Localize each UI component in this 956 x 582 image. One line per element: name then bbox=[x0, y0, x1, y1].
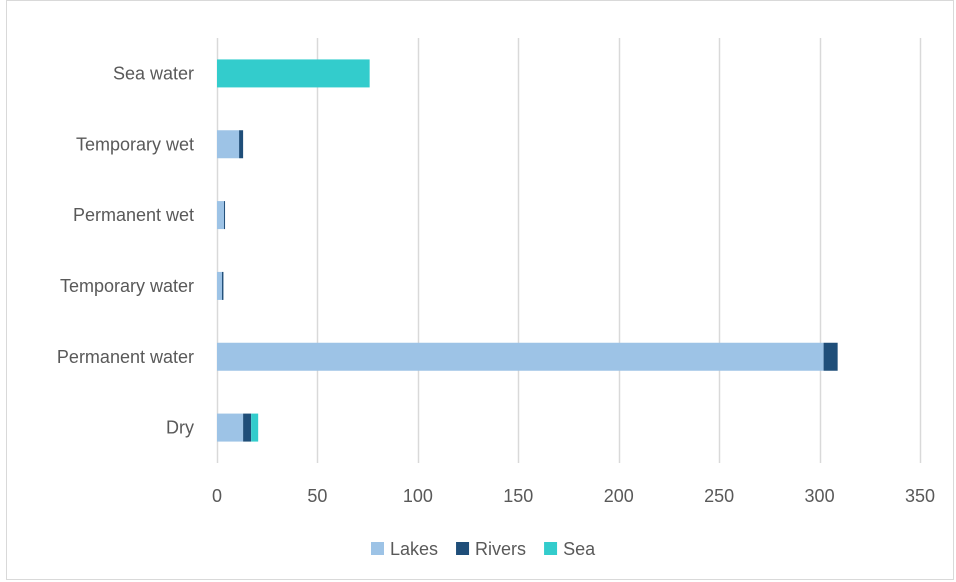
bar-temporary-wet-lakes bbox=[217, 130, 240, 159]
bar-dry-lakes bbox=[217, 413, 244, 442]
legend-item-lakes: Lakes bbox=[371, 539, 438, 559]
legend-label-sea: Sea bbox=[563, 539, 596, 559]
legend: Lakes Rivers Sea bbox=[371, 539, 596, 559]
category-label-permanent-wet: Permanent wet bbox=[73, 205, 194, 225]
legend-swatch-sea bbox=[544, 542, 558, 555]
gridlines bbox=[216, 38, 922, 463]
x-axis-tick-labels: 0 50 100 150 200 250 300 350 bbox=[212, 486, 935, 506]
legend-item-rivers: Rivers bbox=[456, 539, 526, 559]
bar-permanent-water-lakes bbox=[217, 342, 824, 371]
category-label-permanent-water: Permanent water bbox=[57, 347, 194, 367]
x-tick-label-150: 150 bbox=[503, 486, 533, 506]
bars bbox=[217, 59, 838, 442]
bar-temporary-water-rivers bbox=[222, 271, 224, 300]
x-tick-label-350: 350 bbox=[905, 486, 935, 506]
x-tick-label-0: 0 bbox=[212, 486, 222, 506]
x-tick-label-250: 250 bbox=[704, 486, 734, 506]
bar-permanent-wet-rivers bbox=[224, 201, 226, 230]
legend-item-sea: Sea bbox=[544, 539, 596, 559]
bar-temporary-water-lakes bbox=[217, 271, 223, 300]
bar-permanent-water-rivers bbox=[823, 342, 838, 371]
category-labels: Dry Permanent water Temporary water Permane… bbox=[57, 63, 194, 437]
x-tick-label-50: 50 bbox=[307, 486, 327, 506]
bar-dry-rivers bbox=[243, 413, 252, 442]
legend-label-lakes: Lakes bbox=[390, 539, 438, 559]
bar-permanent-wet-lakes bbox=[217, 201, 225, 230]
chart-frame bbox=[6, 0, 954, 580]
bar-dry-sea bbox=[251, 413, 259, 442]
x-tick-label-200: 200 bbox=[604, 486, 634, 506]
x-tick-label-300: 300 bbox=[805, 486, 835, 506]
category-label-sea-water: Sea water bbox=[113, 63, 194, 83]
legend-swatch-lakes bbox=[371, 542, 384, 555]
legend-label-rivers: Rivers bbox=[475, 539, 526, 559]
legend-swatch-rivers bbox=[456, 542, 470, 555]
category-label-temporary-water: Temporary water bbox=[60, 276, 194, 296]
category-label-temporary-wet: Temporary wet bbox=[76, 134, 194, 154]
bar-temporary-wet-rivers bbox=[239, 130, 244, 159]
category-label-dry: Dry bbox=[166, 418, 194, 438]
bar-sea-water-sea bbox=[217, 59, 370, 88]
x-tick-label-100: 100 bbox=[403, 486, 433, 506]
